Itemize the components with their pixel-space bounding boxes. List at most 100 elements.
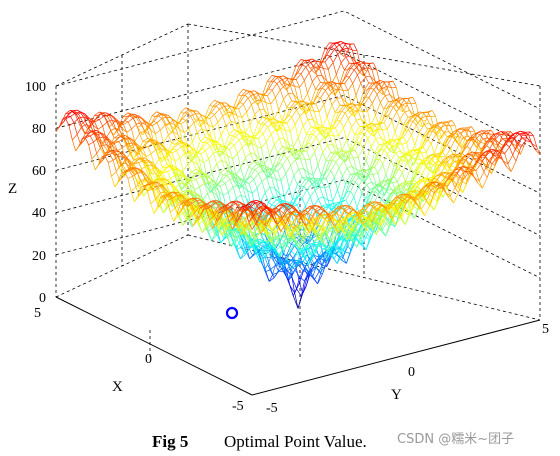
surface-mesh-line	[341, 105, 347, 112]
surface-mesh-line	[306, 144, 312, 152]
surface-mesh-line	[333, 177, 338, 190]
surface-mesh-line	[173, 165, 178, 170]
surface-mesh-line	[505, 143, 510, 148]
surface-mesh-line	[515, 132, 520, 135]
surface-mesh-line	[410, 103, 415, 115]
surface-mesh-line	[192, 160, 197, 170]
surface-mesh-line	[430, 133, 437, 144]
surface-mesh-line	[354, 111, 358, 117]
surface-mesh-line	[281, 122, 286, 131]
surface-mesh-line	[383, 108, 387, 110]
surface-mesh-line	[349, 109, 354, 113]
surface-mesh-line	[429, 176, 434, 182]
surface-mesh-line	[167, 171, 172, 179]
surface-mesh-line	[369, 191, 376, 202]
surface-mesh-line	[453, 135, 459, 138]
surface-mesh-line	[395, 87, 400, 102]
surface-mesh-line	[55, 126, 60, 132]
surface-mesh-line	[519, 132, 524, 135]
surface-mesh-line	[347, 63, 353, 71]
surface-mesh-line	[256, 124, 262, 136]
surface-mesh-line	[413, 171, 419, 180]
surface-mesh-line	[327, 169, 332, 172]
surface-mesh-line	[376, 181, 382, 186]
surface-mesh-line	[200, 173, 206, 185]
surface-mesh-line	[193, 153, 198, 165]
surface-mesh-line	[351, 173, 358, 181]
surface-mesh-line	[270, 129, 277, 135]
surface-mesh-line	[450, 157, 455, 166]
surface-mesh-line	[402, 184, 407, 193]
surface-mesh-line	[219, 108, 224, 116]
surface-mesh-line	[386, 120, 393, 130]
surface-mesh-line	[364, 169, 370, 172]
surface-mesh-line	[255, 169, 259, 174]
surface-mesh-line	[385, 160, 392, 175]
surface-mesh-line	[349, 104, 355, 109]
surface-mesh-line	[313, 67, 318, 76]
surface-mesh-line	[76, 134, 81, 144]
surface-mesh-line	[265, 81, 271, 94]
surface-mesh-line	[417, 112, 423, 116]
surface-mesh-line	[300, 59, 305, 61]
surface-mesh-line	[374, 151, 378, 154]
surface-mesh-line	[272, 153, 278, 167]
surface-mesh-line	[360, 60, 364, 64]
surface-mesh-line	[445, 148, 452, 157]
surface-mesh-line	[243, 135, 249, 138]
surface-mesh-line	[290, 213, 295, 225]
surface-mesh-line	[247, 190, 253, 194]
surface-mesh-line	[118, 141, 123, 149]
surface-mesh-line	[212, 101, 218, 107]
surface-mesh-line	[281, 82, 286, 86]
surface-mesh-line	[262, 116, 267, 120]
surface-mesh-line	[266, 118, 270, 121]
surface-mesh-line	[289, 84, 294, 94]
surface-mesh-line	[330, 170, 335, 178]
surface-mesh-line	[275, 129, 280, 139]
surface-mesh-line	[372, 152, 379, 166]
surface-mesh-line	[271, 83, 278, 91]
surface-mesh-line	[206, 130, 211, 140]
surface-mesh-line	[322, 126, 327, 130]
surface-mesh-line	[520, 146, 525, 155]
surface-mesh-line	[271, 176, 277, 180]
surface-mesh-line	[345, 102, 350, 113]
surface-mesh-line	[352, 134, 359, 148]
surface-mesh	[55, 41, 541, 309]
surface-mesh-line	[251, 143, 256, 155]
surface-mesh-line	[327, 202, 334, 208]
surface-mesh-line	[369, 127, 373, 133]
surface-mesh-line	[82, 137, 86, 139]
surface-mesh-line	[446, 121, 451, 127]
surface-mesh-line	[201, 148, 206, 151]
surface-mesh-line	[75, 112, 79, 119]
surface-mesh-line	[407, 96, 413, 99]
surface-mesh-line	[146, 115, 153, 128]
surface-mesh-line	[218, 150, 224, 153]
surface-mesh-line	[279, 200, 285, 203]
surface-mesh-line	[312, 175, 317, 188]
surface-mesh-line	[353, 185, 360, 197]
surface-mesh-line	[222, 102, 228, 111]
surface-mesh-line	[359, 142, 364, 149]
surface-mesh-line	[398, 159, 405, 170]
surface-mesh-line	[361, 184, 368, 194]
surface-mesh-line	[498, 134, 503, 144]
surface-mesh-line	[386, 193, 392, 204]
surface-mesh-line	[70, 116, 75, 123]
surface-mesh-line	[339, 44, 343, 50]
surface-mesh-line	[446, 119, 452, 123]
surface-mesh-line	[190, 146, 197, 152]
surface-mesh-line	[458, 144, 463, 149]
surface-mesh-line	[352, 74, 358, 84]
surface-mesh-line	[166, 123, 170, 126]
surface-mesh-line	[210, 178, 215, 186]
surface-mesh-line	[382, 186, 387, 192]
surface-mesh-line	[435, 116, 440, 129]
surface-mesh-line	[277, 121, 283, 124]
surface-mesh-line	[327, 42, 334, 50]
surface-mesh-line	[187, 163, 192, 173]
surface-mesh-line	[217, 202, 221, 207]
surface-mesh-line	[125, 135, 129, 139]
